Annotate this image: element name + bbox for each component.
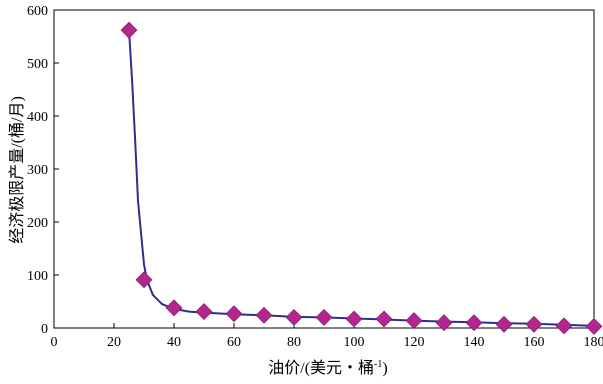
y-tick-label: 300 bbox=[27, 163, 48, 178]
data-point-diamond bbox=[315, 308, 333, 326]
data-point-diamond bbox=[120, 21, 138, 39]
x-axis-ticks: 0 20 40 60 80 100 120 140 160 180 bbox=[51, 323, 603, 350]
y-axis-ticks: 0 100 200 300 400 500 600 bbox=[27, 4, 59, 337]
data-point-diamond bbox=[225, 305, 243, 323]
x-tick-label: 0 bbox=[51, 335, 58, 350]
data-point-diamond bbox=[525, 315, 543, 333]
x-axis-title: 油价/(美元・桶-1) bbox=[268, 359, 387, 377]
series-layer bbox=[120, 21, 603, 335]
x-tick-label: 20 bbox=[107, 335, 121, 350]
data-point-diamond bbox=[375, 310, 393, 328]
x-tick-label: 60 bbox=[227, 335, 241, 350]
plot-frame bbox=[53, 9, 595, 329]
y-tick-label: 500 bbox=[27, 57, 48, 72]
x-tick-label: 40 bbox=[167, 335, 181, 350]
data-point-diamond bbox=[405, 312, 423, 330]
data-point-diamond bbox=[435, 314, 453, 332]
x-tick-label: 80 bbox=[287, 335, 301, 350]
y-tick-label: 600 bbox=[27, 4, 48, 19]
data-point-diamond bbox=[255, 306, 273, 324]
data-point-diamond bbox=[495, 315, 513, 333]
data-point-diamond bbox=[465, 314, 483, 332]
y-tick-label: 400 bbox=[27, 110, 48, 125]
series-line bbox=[128, 30, 595, 327]
data-point-diamond bbox=[195, 303, 213, 320]
x-tick-label: 180 bbox=[584, 335, 603, 350]
x-tick-label: 140 bbox=[464, 335, 485, 350]
x-tick-label: 100 bbox=[344, 335, 365, 350]
data-point-diamond bbox=[135, 271, 153, 289]
data-point-diamond bbox=[585, 317, 603, 335]
data-point-diamond bbox=[345, 310, 363, 328]
y-tick-label: 0 bbox=[41, 322, 48, 337]
y-tick-label: 100 bbox=[27, 269, 48, 284]
data-point-diamond bbox=[285, 308, 303, 326]
data-point-diamond bbox=[165, 299, 183, 317]
data-point-diamond bbox=[555, 317, 573, 335]
y-axis-title: 经济极限产量/(桶/月) bbox=[8, 96, 26, 244]
plot-area-border bbox=[53, 9, 595, 329]
x-tick-label: 160 bbox=[524, 335, 545, 350]
x-tick-label: 120 bbox=[404, 335, 425, 350]
y-tick-label: 200 bbox=[27, 216, 48, 231]
